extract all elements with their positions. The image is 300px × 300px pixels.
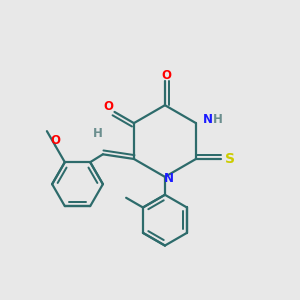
Text: O: O — [103, 100, 113, 113]
Text: O: O — [50, 134, 60, 146]
Text: N: N — [164, 172, 174, 184]
Text: N: N — [203, 113, 213, 126]
Text: H: H — [93, 127, 103, 140]
Text: S: S — [225, 152, 235, 166]
Text: H: H — [212, 113, 222, 126]
Text: O: O — [161, 69, 171, 82]
